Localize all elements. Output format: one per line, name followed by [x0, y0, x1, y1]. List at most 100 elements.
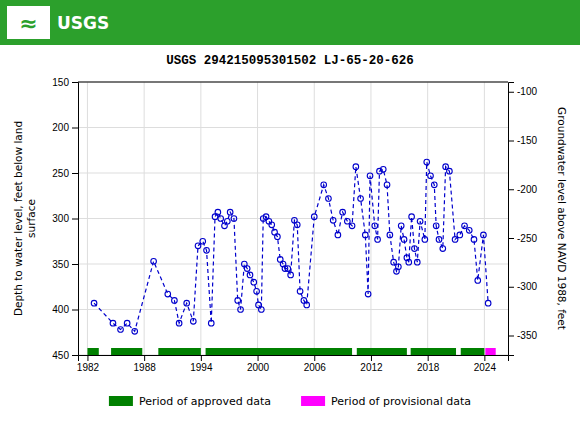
data-point — [414, 259, 420, 265]
y-axis-tick-mark — [72, 173, 78, 174]
legend-swatch — [109, 396, 133, 406]
x-axis-tick-mark — [144, 355, 145, 361]
x-axis-tick: 1982 — [77, 355, 100, 373]
data-point — [367, 173, 373, 179]
x-axis-tick: 2024 — [474, 355, 497, 373]
data-point — [254, 289, 260, 295]
y-axis-line — [72, 83, 79, 356]
y-axis-tick-mark — [72, 264, 78, 265]
x-axis-tick-label: 1988 — [134, 362, 157, 373]
y-axis-tick-mark — [72, 219, 78, 220]
data-point — [358, 196, 364, 202]
data-point — [391, 259, 397, 265]
x-axis-tick: 2006 — [304, 355, 327, 373]
legend-swatch — [301, 396, 325, 406]
data-point — [417, 218, 423, 224]
y2-axis-tick: -100 — [508, 86, 537, 97]
x-axis-tick-mark — [484, 355, 485, 361]
data-point — [335, 232, 341, 238]
legend-item: Period of provisional data — [301, 395, 471, 408]
data-point — [409, 214, 415, 220]
y-axis-tick: 250 — [52, 168, 78, 179]
y-axis-tick: 200 — [52, 122, 78, 133]
y2-axis-tick-label: -100 — [517, 86, 537, 97]
y2-axis-tick: -300 — [508, 281, 537, 292]
data-point — [251, 279, 257, 285]
x-axis-tick-mark — [371, 355, 372, 361]
data-point — [204, 248, 210, 254]
grid-line-y — [78, 173, 508, 174]
data-point — [466, 228, 472, 234]
grid — [78, 82, 508, 355]
data-point — [447, 168, 453, 174]
data-point — [457, 232, 463, 238]
data-point — [349, 223, 355, 229]
x-axis-tick-label: 1982 — [77, 362, 100, 373]
y-axis-tick-label: 300 — [52, 213, 69, 224]
y2-axis-tick-mark — [508, 287, 514, 288]
y-axis-tick: 350 — [52, 259, 78, 270]
y-axis-tick-mark — [72, 128, 78, 129]
x-axis-tick-mark — [258, 355, 259, 361]
grid-line-y — [78, 127, 508, 128]
y-axis-tick-label: 350 — [52, 259, 69, 270]
x-axis-tick: 2012 — [360, 355, 383, 373]
data-point — [340, 209, 346, 215]
plot-area — [87, 159, 495, 355]
data-point — [462, 223, 468, 229]
x-axis-tick-mark — [201, 355, 202, 361]
y-axis-tick-label: 150 — [52, 77, 69, 88]
grid-line-y — [78, 82, 508, 83]
data-point — [362, 232, 368, 238]
y-axis-tick: 450 — [52, 350, 78, 361]
period-segment — [461, 348, 485, 355]
data-point — [321, 182, 327, 188]
data-point — [326, 196, 332, 202]
y2-axis-tick-label: -150 — [517, 135, 537, 146]
data-point — [238, 307, 244, 313]
y2-axis-tick-label: -200 — [517, 184, 537, 195]
data-point — [176, 320, 182, 326]
legend: Period of approved data Period of provisi… — [109, 395, 471, 408]
data-point — [396, 264, 402, 270]
legend-item: Period of approved data — [109, 395, 271, 408]
y2-axis: -100-150-200-250-300-350 — [508, 83, 537, 356]
data-point — [481, 232, 487, 238]
data-point — [208, 320, 214, 326]
period-segment — [87, 348, 98, 355]
x-axis-tick-mark — [87, 355, 88, 361]
x-axis-tick-mark — [314, 355, 315, 361]
y2-axis-tick: -200 — [508, 184, 537, 195]
y-axis: 150200250300350400450 — [52, 77, 78, 361]
y2-axis-tick-mark — [508, 189, 514, 190]
data-point — [311, 214, 317, 220]
data-point — [218, 216, 224, 222]
data-point — [398, 223, 404, 229]
data-point — [91, 300, 97, 306]
data-point — [184, 300, 190, 306]
period-segment — [158, 348, 201, 355]
data-point — [225, 218, 231, 224]
y-axis-tick: 150 — [52, 77, 78, 88]
x-axis-tick-label: 2024 — [474, 362, 497, 373]
data-point — [285, 266, 291, 272]
period-segment — [411, 348, 456, 355]
data-point — [275, 234, 281, 240]
y2-axis-title: Groundwater level above NAVD 1988, feet — [556, 107, 568, 330]
data-point — [259, 307, 265, 313]
data-point — [124, 320, 130, 326]
data-point — [372, 223, 378, 229]
data-point — [485, 300, 491, 306]
header-bar — [0, 0, 580, 45]
period-segment — [485, 348, 495, 355]
data-point — [304, 302, 310, 308]
period-segment — [206, 348, 352, 355]
y2-axis-tick-mark — [508, 238, 514, 239]
x-axis-tick-label: 2006 — [304, 362, 327, 373]
x-axis-tick-mark — [428, 355, 429, 361]
data-point — [288, 272, 294, 278]
data-point — [424, 159, 430, 165]
data-point — [330, 218, 336, 224]
data-point — [294, 222, 300, 228]
y-axis-tick-mark — [72, 82, 78, 83]
